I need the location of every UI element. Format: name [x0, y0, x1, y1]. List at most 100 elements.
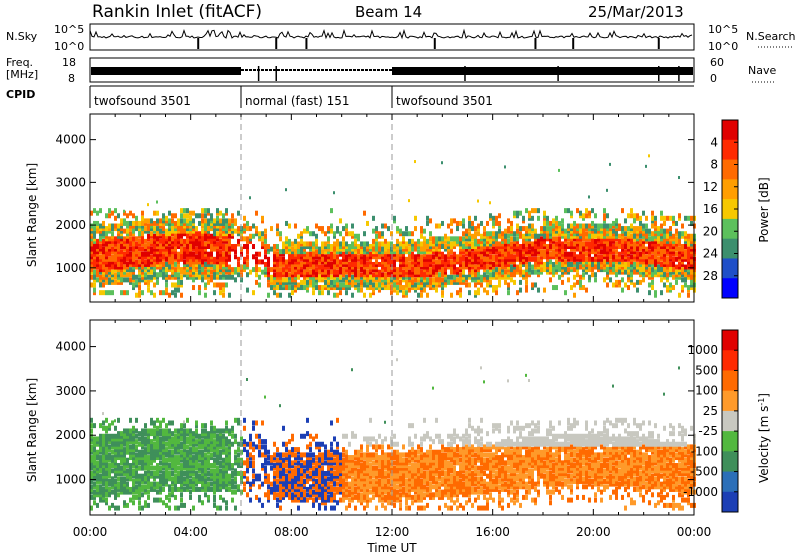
heatmap-cell	[219, 275, 222, 280]
heatmap-cell	[270, 285, 273, 290]
heatmap-cell	[618, 239, 621, 244]
heatmap-cell	[189, 428, 192, 433]
heatmap-cell	[264, 234, 267, 239]
heatmap-cell	[552, 244, 555, 249]
heatmap-cell	[138, 259, 141, 264]
heatmap-cell	[426, 293, 429, 298]
heatmap-cell	[528, 249, 531, 254]
heatmap-cell	[471, 226, 474, 231]
heatmap-cell	[153, 234, 156, 239]
heatmap-cell	[321, 241, 324, 246]
heatmap-cell	[201, 218, 204, 223]
heatmap-cell	[342, 236, 345, 241]
heatmap-cell	[207, 252, 210, 257]
heatmap-cell	[252, 267, 255, 272]
heatmap-cell	[153, 420, 156, 425]
heatmap-cell	[237, 471, 240, 476]
heatmap-cell	[651, 224, 654, 229]
heatmap-cell	[231, 275, 234, 280]
heatmap-cell	[687, 293, 690, 298]
heatmap-cell	[312, 290, 315, 295]
heatmap-cell	[111, 231, 114, 236]
heatmap-cell	[585, 213, 588, 218]
heatmap-cell	[531, 270, 534, 275]
heatmap-cell	[222, 288, 225, 293]
heatmap-cell	[594, 272, 597, 277]
heatmap-cell	[606, 282, 609, 287]
heatmap-cell	[126, 262, 129, 267]
heatmap-cell	[372, 272, 375, 277]
heatmap-cell	[237, 239, 240, 244]
heatmap-cell	[624, 231, 627, 236]
heatmap-cell	[516, 211, 519, 216]
heatmap-cell	[99, 208, 102, 213]
heatmap-cell	[138, 247, 141, 252]
heatmap-cell	[174, 213, 177, 218]
heatmap-cell	[588, 275, 591, 280]
heatmap-cell	[561, 241, 564, 246]
heatmap-cell	[297, 241, 300, 246]
heatmap-cell	[393, 216, 396, 221]
heatmap-cell	[99, 484, 102, 489]
heatmap-cell	[492, 262, 495, 267]
heatmap-cell	[420, 241, 423, 246]
heatmap-cell	[183, 208, 186, 213]
heatmap-cell	[144, 272, 147, 277]
heatmap-cell	[612, 229, 615, 234]
heatmap-cell	[222, 218, 225, 223]
heatmap-cell	[246, 262, 249, 267]
heatmap-cell	[414, 226, 417, 231]
heatmap-cell	[486, 290, 489, 295]
heatmap-cell	[186, 218, 189, 223]
heatmap-cell	[447, 280, 450, 285]
heatmap-cell	[408, 270, 411, 275]
heatmap-cell	[417, 249, 420, 254]
heatmap-cell	[207, 455, 210, 460]
heatmap-cell	[543, 262, 546, 267]
heatmap-cell	[441, 277, 444, 282]
heatmap-cell	[579, 211, 582, 216]
heatmap-cell	[360, 280, 363, 285]
heatmap-cell	[198, 474, 201, 479]
heatmap-cell	[219, 506, 222, 511]
heatmap-cell	[258, 275, 261, 280]
heatmap-cell	[156, 482, 159, 487]
heatmap-cell	[621, 254, 624, 259]
heatmap-cell	[108, 208, 111, 213]
heatmap-cell	[486, 282, 489, 287]
heatmap-cell	[684, 265, 687, 270]
heatmap-cell	[114, 236, 117, 241]
heatmap-cell	[177, 455, 180, 460]
heatmap-cell	[417, 293, 420, 298]
heatmap-cell	[348, 262, 351, 267]
heatmap-cell	[657, 257, 660, 262]
heatmap-cell	[399, 249, 402, 254]
heatmap-cell	[321, 226, 324, 231]
heatmap-cell	[375, 234, 378, 239]
heatmap-cell	[534, 229, 537, 234]
heatmap-cell	[627, 285, 630, 290]
heatmap-cell	[219, 428, 222, 433]
heatmap-cell	[417, 239, 420, 244]
heatmap-cell	[93, 482, 96, 487]
heatmap-cell	[639, 216, 642, 221]
heatmap-cell	[630, 254, 633, 259]
freq-tick-top: 18	[62, 56, 76, 69]
heatmap-cell	[183, 471, 186, 476]
heatmap-cell	[588, 241, 591, 246]
heatmap-cell	[144, 447, 147, 452]
heatmap-cell	[216, 282, 219, 287]
freq-band	[392, 67, 693, 75]
heatmap-cell	[114, 434, 117, 439]
heatmap-cell	[183, 213, 186, 218]
heatmap-cell	[126, 244, 129, 249]
heatmap-cell	[246, 236, 249, 241]
heatmap-cell	[405, 257, 408, 262]
heatmap-cell	[180, 280, 183, 285]
heatmap-cell	[558, 221, 561, 226]
heatmap-cell	[600, 224, 603, 229]
heatmap-cell	[219, 218, 222, 223]
heatmap-cell	[549, 277, 552, 282]
heatmap-cell	[495, 290, 498, 295]
heatmap-cell	[525, 257, 528, 262]
